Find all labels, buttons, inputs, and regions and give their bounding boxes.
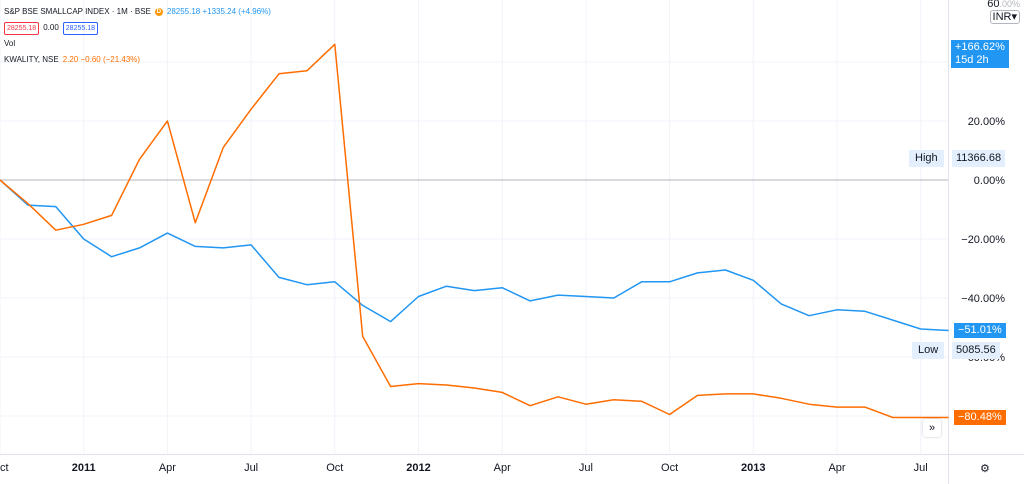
- bid-box[interactable]: 28255.18: [4, 21, 40, 35]
- orange-series-last-value: −80.48%: [954, 410, 1006, 425]
- top-right-axis-controls: 60.00% INR▾: [987, 0, 1020, 24]
- x-tick-label-0: Oct: [0, 462, 9, 474]
- grid-lines: [0, 0, 948, 454]
- legend: S&P BSE SMALLCAP INDEX · 1M · BSE D 2825…: [4, 4, 271, 68]
- x-tick-label-3: Jul: [244, 462, 258, 474]
- y-tick-label-2: −20.00%: [961, 234, 1005, 246]
- ask-box[interactable]: 28255.18: [62, 21, 98, 35]
- main-symbol-title[interactable]: S&P BSE SMALLCAP INDEX · 1M · BSE: [4, 7, 151, 16]
- axis-partial-label: 60: [987, 0, 1000, 10]
- x-tick-label-1: 2011: [72, 462, 96, 474]
- series-line-0: [0, 179, 949, 332]
- y-tick-label-1: 0.00%: [974, 175, 1005, 187]
- x-tick-label-5: 2012: [406, 462, 430, 474]
- main-symbol-values: 28255.18 +1335.24 (+4.96%): [166, 7, 271, 16]
- high-label: High: [909, 150, 944, 167]
- x-tick-label-9: 2013: [741, 462, 765, 474]
- low-value: 5085.56: [952, 342, 1000, 359]
- currency-selector[interactable]: INR▾: [989, 10, 1020, 24]
- x-tick-label-7: Jul: [579, 462, 593, 474]
- legend-main-row[interactable]: S&P BSE SMALLCAP INDEX · 1M · BSE D 2825…: [4, 4, 271, 20]
- legend-volume-row[interactable]: Vol: [4, 36, 271, 52]
- x-tick-label-4: Oct: [326, 462, 343, 474]
- x-tick-label-11: Jul: [914, 462, 928, 474]
- series-line-1: [0, 43, 949, 419]
- double-chevron-right-icon: »: [928, 422, 936, 434]
- spread-value: 0.00: [43, 23, 59, 32]
- compare-symbol-title[interactable]: KWALITY, NSE: [4, 55, 59, 64]
- high-value: 11366.68: [952, 150, 1006, 167]
- scroll-to-realtime-button[interactable]: »: [923, 419, 941, 437]
- blue-series-last-value: −51.01%: [954, 323, 1006, 338]
- y-axis-labels[interactable]: 20.00%0.00%−20.00%−40.00%−60.00%: [961, 116, 1005, 364]
- x-axis-labels[interactable]: Oct 2011 Apr Jul Oct 2012 Apr Jul Oct 2013 Apr Jul: [0, 462, 928, 474]
- low-label: Low: [912, 342, 945, 359]
- x-tick-label-6: Apr: [494, 462, 511, 474]
- series-lines: [0, 43, 949, 419]
- x-tick-label-8: Oct: [661, 462, 678, 474]
- market-status-icon[interactable]: D: [154, 8, 163, 16]
- y-tick-label-0: 20.00%: [968, 116, 1006, 128]
- bar-countdown: 15d 2h: [955, 54, 989, 66]
- chevron-down-icon: ▾: [1011, 11, 1017, 23]
- axis-partial-suffix: .00%: [999, 0, 1020, 9]
- legend-compare-row[interactable]: KWALITY, NSE 2.20 −0.60 (−21.43%): [4, 52, 271, 68]
- top-percent-badge: +166.62% 15d 2h: [951, 40, 1009, 68]
- currency-label: INR: [992, 11, 1012, 23]
- legend-quote-row: 28255.18 0.00 28255.18: [4, 20, 271, 36]
- gear-icon[interactable]: ⚙: [980, 463, 990, 475]
- y-tick-label-3: −40.00%: [961, 293, 1005, 305]
- x-tick-label-2: Apr: [159, 462, 176, 474]
- x-tick-label-10: Apr: [828, 462, 845, 474]
- compare-symbol-values: 2.20 −0.60 (−21.43%): [62, 55, 141, 64]
- volume-label: Vol: [4, 39, 16, 48]
- top-percent-value: +166.62%: [955, 41, 1005, 53]
